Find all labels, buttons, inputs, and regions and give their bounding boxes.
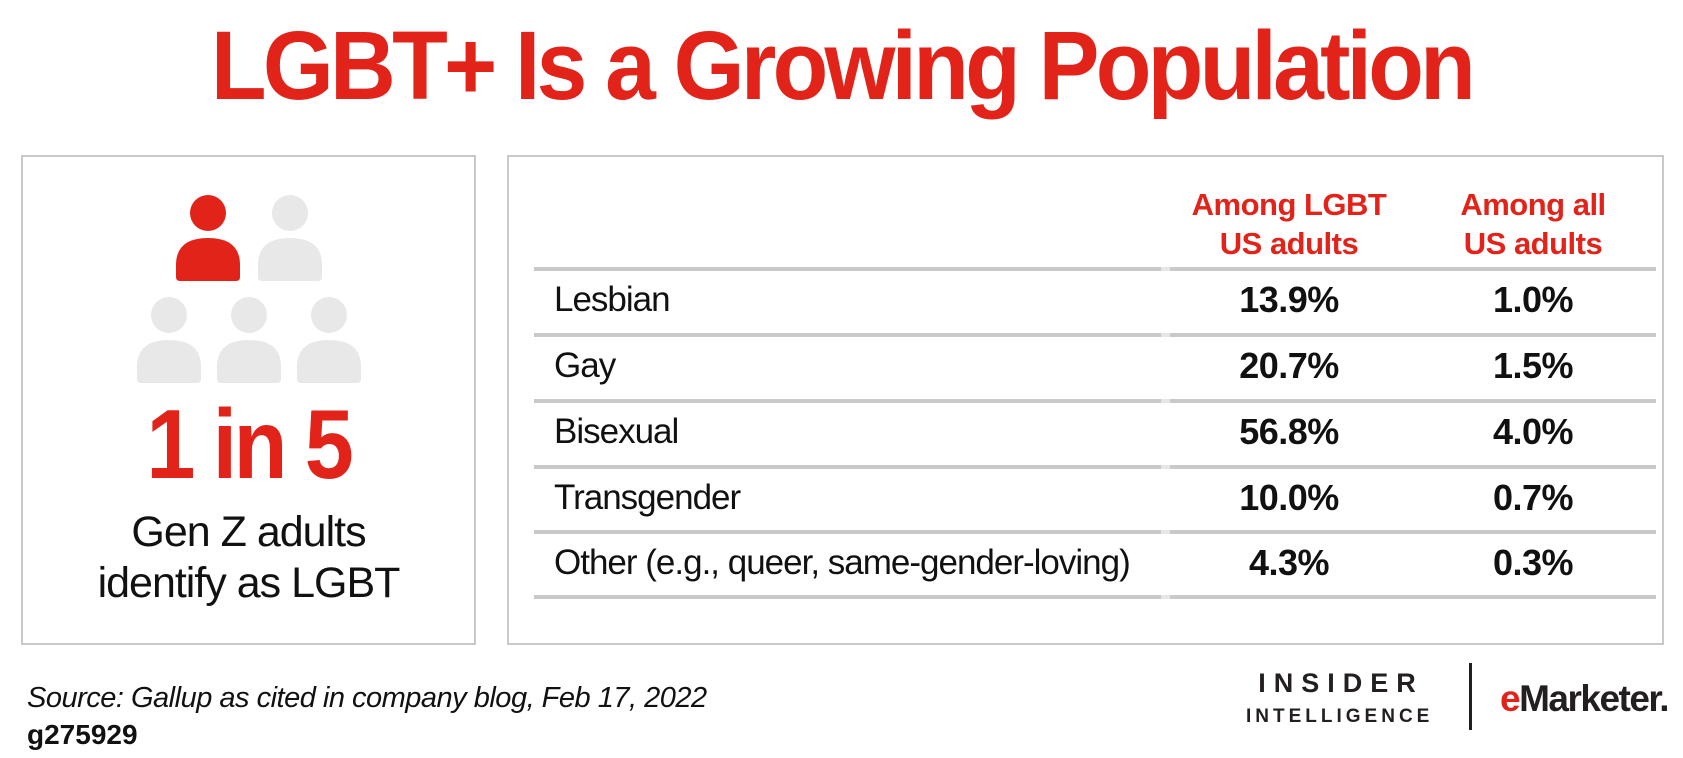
person-gray-icon (216, 297, 281, 383)
callout-panel: 1 in 5 Gen Z adults identify as LGBT (21, 155, 476, 645)
row-label: Lesbian (554, 280, 671, 319)
row-label: Bisexual (554, 412, 679, 451)
row-label: Gay (554, 346, 616, 385)
callout-caption-line1: Gen Z adults (131, 508, 366, 556)
person-red-icon (175, 195, 240, 281)
row-value-among-all: 0.7% (1492, 477, 1574, 518)
column-header-line: Among LGBT (1191, 186, 1387, 222)
table-rule-gap (1161, 530, 1170, 534)
table-row: Lesbian 13.9% 1.0% (509, 267, 1662, 333)
chart-id: g275929 (27, 719, 138, 750)
table-rule-gap (1161, 595, 1170, 599)
table-rule (534, 530, 1656, 534)
table-rule (534, 333, 1656, 337)
row-value-among-lgbt: 13.9% (1239, 279, 1339, 320)
column-header-among-lgbt: Among LGBT US adults (1166, 177, 1412, 263)
table-rule (534, 267, 1656, 271)
person-gray-icon (296, 297, 361, 383)
table-rule-gap (1161, 399, 1170, 403)
table-rule-gap (1161, 267, 1170, 271)
column-header-line: US adults (1463, 225, 1603, 261)
table-panel: Among LGBT US adults Among all US adults… (507, 155, 1664, 645)
table-rule-gap (1161, 465, 1170, 469)
table-row: Transgender 10.0% 0.7% (509, 465, 1662, 531)
row-value-among-lgbt: 10.0% (1239, 477, 1339, 518)
callout-caption: Gen Z adults identify as LGBT (97, 507, 401, 609)
emarketer-logo-e: e (1500, 678, 1521, 719)
table-rule (534, 465, 1656, 469)
table-row: Bisexual 56.8% 4.0% (509, 399, 1662, 465)
row-value-among-all: 1.5% (1492, 345, 1574, 386)
column-header-line: Among all (1460, 186, 1606, 222)
emarketer-logo-mark: . (1659, 678, 1669, 719)
insider-logo-text: INSIDER (1258, 668, 1424, 698)
callout-caption-line2: identify as LGBT (97, 559, 401, 608)
chart-title: LGBT+ Is a Growing Population (210, 11, 1476, 120)
row-label: Transgender (554, 478, 741, 517)
table-rule-gap (1161, 333, 1170, 337)
column-header-among-all: Among all US adults (1410, 177, 1656, 263)
insider-intelligence-logo: INSIDER INTELLIGENCE (1246, 668, 1429, 728)
table-row: Other (e.g., queer, same-gender-loving) … (509, 530, 1662, 596)
row-value-among-lgbt: 4.3% (1248, 542, 1330, 583)
emarketer-logo-text: Marketer (1519, 678, 1661, 719)
table-rule (534, 399, 1656, 403)
source-note: Source: Gallup as cited in company blog,… (27, 682, 707, 714)
person-gray-icon (257, 195, 322, 281)
row-value-among-all: 4.0% (1492, 411, 1574, 452)
people-pictogram-icon (136, 195, 361, 383)
intelligence-logo-text: INTELLIGENCE (1246, 706, 1434, 727)
callout-stat: 1 in 5 (146, 389, 354, 499)
row-value-among-lgbt: 20.7% (1239, 345, 1339, 386)
row-value-among-lgbt: 56.8% (1239, 411, 1339, 452)
column-header-line: US adults (1219, 225, 1359, 261)
logo-divider (1469, 663, 1472, 730)
row-value-among-all: 0.3% (1492, 542, 1574, 583)
table-rule (534, 595, 1656, 599)
row-label: Other (e.g., queer, same-gender-loving) (554, 543, 1131, 582)
table-row: Gay 20.7% 1.5% (509, 333, 1662, 399)
person-gray-icon (136, 297, 201, 383)
emarketer-logo: eMarketer. (1500, 678, 1670, 720)
row-value-among-all: 1.0% (1492, 279, 1574, 320)
